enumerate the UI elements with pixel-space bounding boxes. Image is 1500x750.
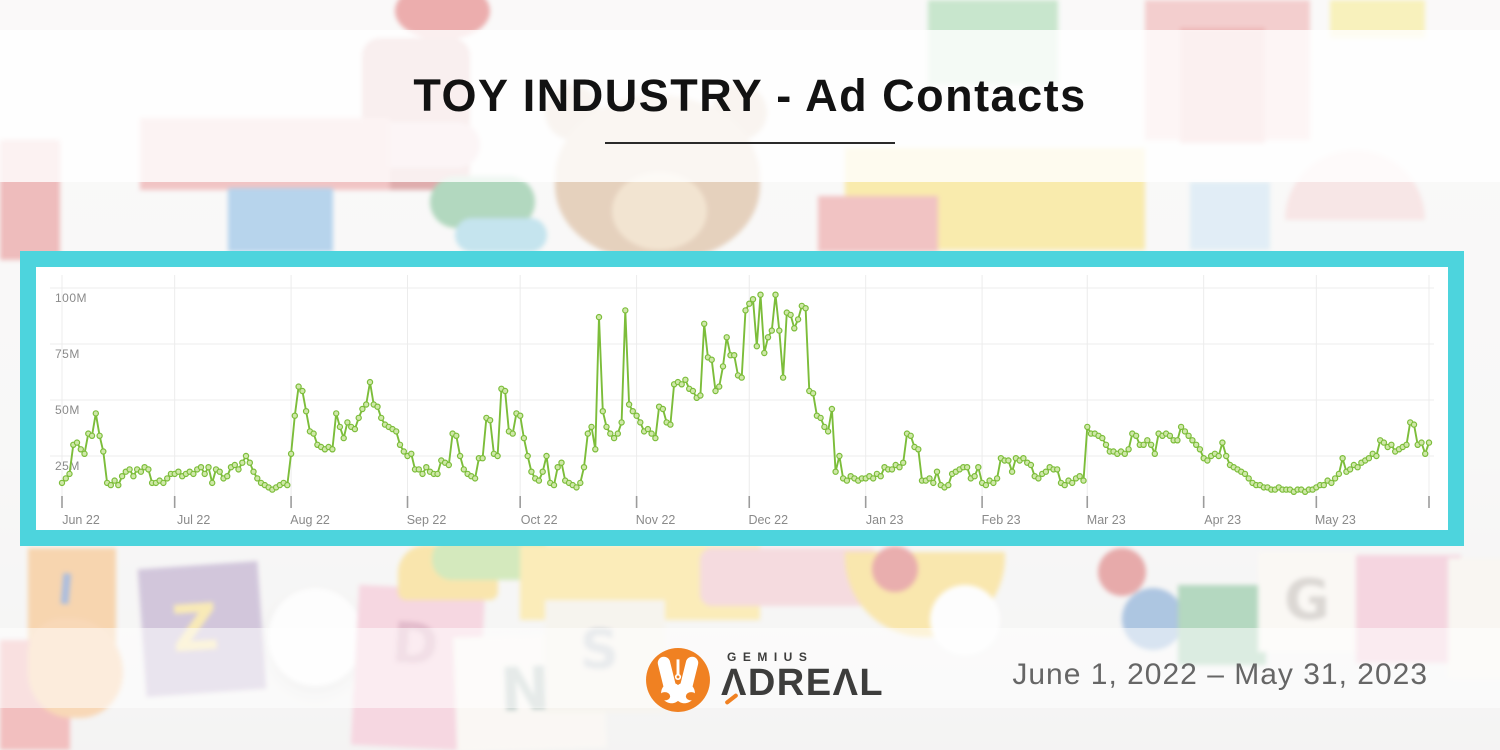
- chart-frame: 100M 75M 50M 25M Jun 22 Jul 22 Aug 22 Sep 22 Oct…: [20, 251, 1464, 546]
- svg-text:Oct 22: Oct 22: [521, 513, 558, 527]
- svg-text:100M: 100M: [55, 291, 87, 305]
- svg-text:75M: 75M: [55, 347, 80, 361]
- svg-text:Jul 22: Jul 22: [177, 513, 210, 527]
- svg-text:Jan 23: Jan 23: [866, 513, 904, 527]
- ad-contacts-line-chart: 100M 75M 50M 25M Jun 22 Jul 22 Aug 22 Sep 22 Oct…: [50, 275, 1434, 527]
- svg-text:50M: 50M: [55, 403, 80, 417]
- logo-gemius-text: GEMIUS: [727, 650, 814, 664]
- svg-text:Aug 22: Aug 22: [290, 513, 330, 527]
- page-title: TOY INDUSTRY - Ad Contacts: [413, 70, 1087, 121]
- svg-text:Apr 23: Apr 23: [1204, 513, 1241, 527]
- title-underline: [605, 142, 895, 144]
- logo-text: GEMIUS ΛDREΛL: [721, 647, 885, 706]
- binoculars-icon: [646, 648, 710, 712]
- logo-adreal-text: ΛDREΛL: [721, 662, 885, 704]
- svg-text:Dec 22: Dec 22: [748, 513, 788, 527]
- svg-text:Sep 22: Sep 22: [407, 513, 447, 527]
- svg-text:Nov 22: Nov 22: [636, 513, 676, 527]
- footer-band: [0, 628, 1500, 708]
- gemius-adreal-logo: GEMIUS ΛDREΛL: [645, 647, 884, 713]
- svg-text:May 23: May 23: [1315, 513, 1356, 527]
- title-band: TOY INDUSTRY - Ad Contacts: [0, 30, 1500, 182]
- svg-text:Jun 22: Jun 22: [62, 513, 100, 527]
- svg-text:25M: 25M: [55, 459, 80, 473]
- ad-contacts-chart-panel: 100M 75M 50M 25M Jun 22 Jul 22 Aug 22 Sep 22 Oct…: [36, 267, 1448, 530]
- svg-text:Feb 23: Feb 23: [982, 513, 1021, 527]
- date-range: June 1, 2022 – May 31, 2023: [1012, 658, 1428, 691]
- svg-text:Mar 23: Mar 23: [1087, 513, 1126, 527]
